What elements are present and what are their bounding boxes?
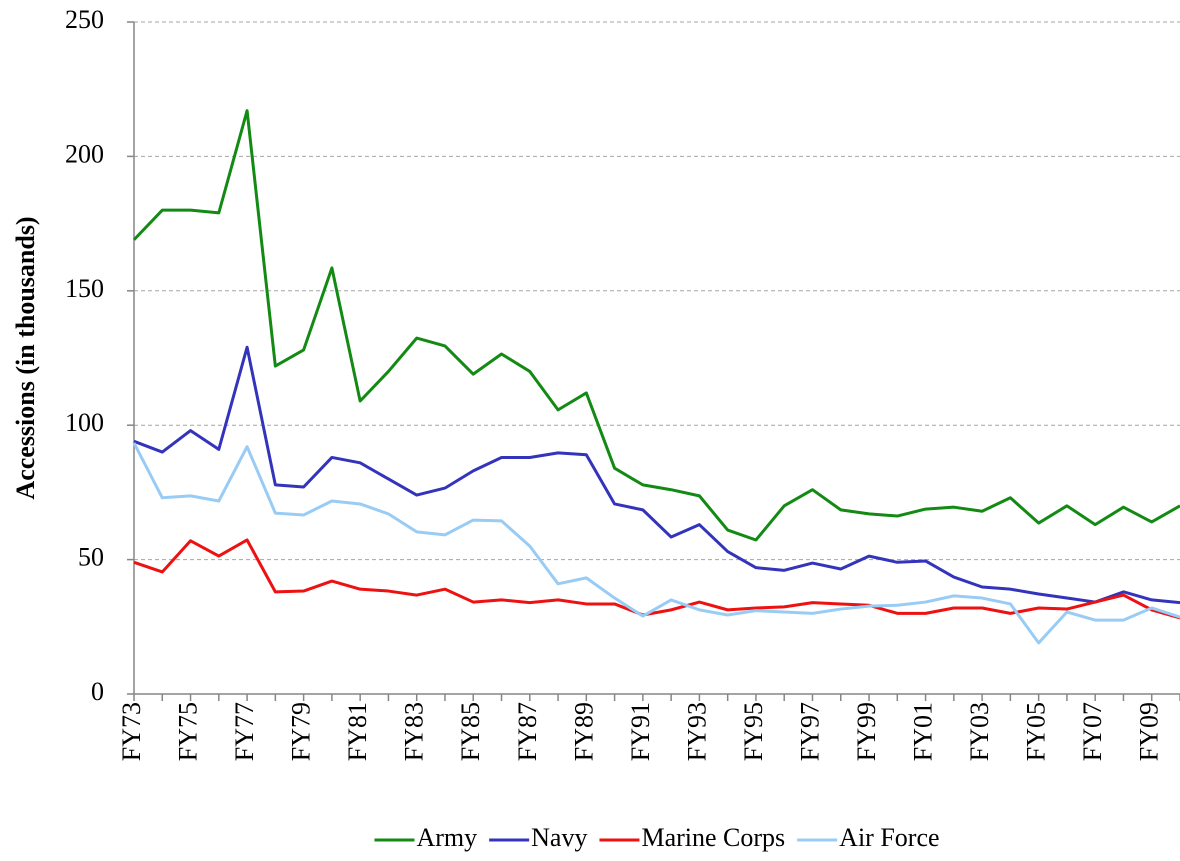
x-tick-label: FY03 [965,702,994,761]
x-tick-label: FY83 [400,702,429,761]
y-tick-label: 150 [65,274,104,303]
x-tick-label: FY79 [287,702,316,761]
y-tick-label: 50 [78,543,104,572]
x-tick-label: FY91 [626,702,655,761]
x-tick-label: FY89 [569,702,598,761]
x-tick-label: FY05 [1022,702,1051,761]
y-axis-title: Accessions (in thousands) [11,216,40,499]
legend-label: Navy [531,823,587,852]
series-line [132,442,1180,645]
legend-label: Air Force [839,823,939,852]
legend-label: Marine Corps [641,823,785,852]
series-line [132,109,1180,542]
y-tick-label: 250 [65,5,104,34]
x-tick-label: FY93 [682,702,711,761]
x-tick-label: FY07 [1078,702,1107,761]
x-tick-label: FY85 [456,702,485,761]
x-tick-label: FY75 [174,702,203,761]
legend: Army Navy Marine Corps Air Force [374,823,940,852]
x-tick-label: FY01 [909,702,938,761]
y-tick-label: 0 [91,677,104,706]
y-tick-label: 100 [65,408,104,437]
x-tick-label: FY73 [117,702,146,761]
x-tick-label: FY97 [795,702,824,761]
x-tick-label: FY81 [343,702,372,761]
x-tick-label: FY09 [1135,702,1164,761]
y-tick-label: 200 [65,139,104,168]
series-line [133,345,1180,605]
series-line [133,538,1180,620]
x-tick-label: FY99 [852,702,881,761]
x-tick-label: FY87 [513,702,542,761]
legend-label: Army [416,823,477,852]
x-tick-label: FY95 [739,702,768,761]
x-tick-label: FY77 [230,702,259,761]
